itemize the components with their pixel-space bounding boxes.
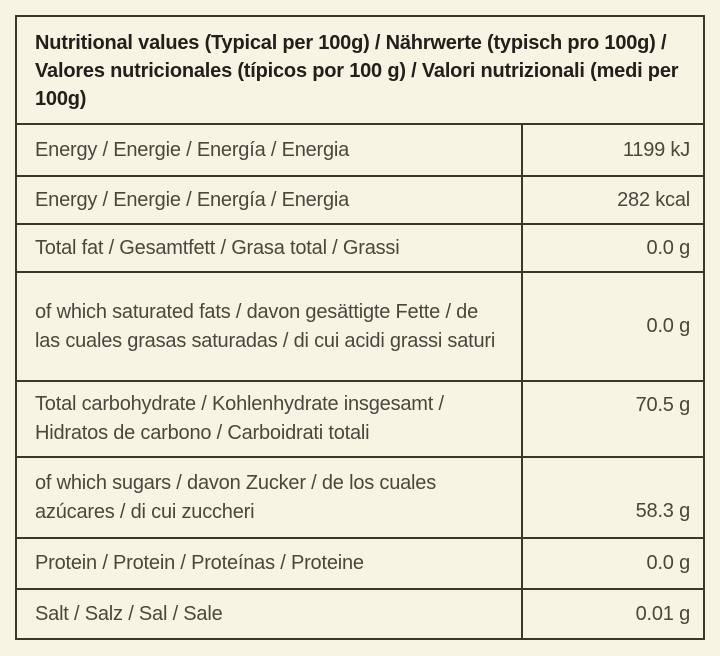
row-value-text: 0.0 g	[646, 315, 691, 337]
row-label-text: of which sugars / davon Zucker / de los …	[35, 471, 437, 523]
row-value-text: 70.5 g	[635, 394, 691, 416]
row-label: Salt / Salz / Sal / Sale	[17, 590, 521, 638]
table-header-text: Nutritional values (Typical per 100g) / …	[35, 32, 679, 110]
row-label: Energy / Energie / Energía / Energia	[17, 177, 521, 223]
row-label: Total carbohydrate / Kohlenhydrate insge…	[17, 382, 521, 456]
row-label-text: Energy / Energie / Energía / Energia	[35, 188, 350, 211]
row-value-text: 0.01 g	[635, 602, 691, 625]
row-value: 282 kcal	[521, 177, 703, 223]
nutrition-facts-table: Nutritional values (Typical per 100g) / …	[15, 15, 705, 640]
row-label: of which sugars / davon Zucker / de los …	[17, 458, 521, 537]
table-row-energy-kj: Energy / Energie / Energía / Energia 119…	[17, 123, 703, 175]
row-value-text: 1199 kJ	[622, 138, 690, 161]
table-row-salt: Salt / Salz / Sal / Sale 0.01 g	[17, 588, 703, 638]
table-row-total-fat: Total fat / Gesamtfett / Grasa total / G…	[17, 223, 703, 271]
row-value: 70.5 g	[521, 382, 703, 456]
table-row-saturated-fats: of which saturated fats / davon gesättig…	[17, 271, 703, 380]
row-value: 0.0 g	[521, 273, 703, 380]
row-label-text: Energy / Energie / Energía / Energia	[35, 138, 350, 161]
table-row-energy-kcal: Energy / Energie / Energía / Energia 282…	[17, 175, 703, 223]
table-header: Nutritional values (Typical per 100g) / …	[17, 17, 703, 123]
row-label-text: Salt / Salz / Sal / Sale	[35, 602, 223, 625]
table-row-protein: Protein / Protein / Proteínas / Proteine…	[17, 537, 703, 588]
row-label-text: of which saturated fats / davon gesättig…	[35, 300, 496, 352]
row-value: 58.3 g	[521, 458, 703, 537]
row-value-text: 0.0 g	[646, 236, 691, 259]
row-value: 0.01 g	[521, 590, 703, 638]
row-value-text: 58.3 g	[635, 500, 691, 522]
row-value: 0.0 g	[521, 539, 703, 588]
row-label: Protein / Protein / Proteínas / Proteine	[17, 539, 521, 588]
row-label: Total fat / Gesamtfett / Grasa total / G…	[17, 225, 521, 271]
row-label-text: Protein / Protein / Proteínas / Proteine	[35, 552, 364, 574]
row-value-text: 0.0 g	[646, 552, 691, 574]
table-row-carbohydrate: Total carbohydrate / Kohlenhydrate insge…	[17, 380, 703, 456]
row-value: 1199 kJ	[521, 125, 703, 175]
row-label-text: Total carbohydrate / Kohlenhydrate insge…	[35, 393, 444, 444]
row-value: 0.0 g	[521, 225, 703, 271]
row-label: Energy / Energie / Energía / Energia	[17, 125, 521, 175]
row-label-text: Total fat / Gesamtfett / Grasa total / G…	[35, 236, 400, 259]
table-row-sugars: of which sugars / davon Zucker / de los …	[17, 456, 703, 537]
row-value-text: 282 kcal	[617, 188, 690, 211]
row-label: of which saturated fats / davon gesättig…	[17, 273, 521, 380]
